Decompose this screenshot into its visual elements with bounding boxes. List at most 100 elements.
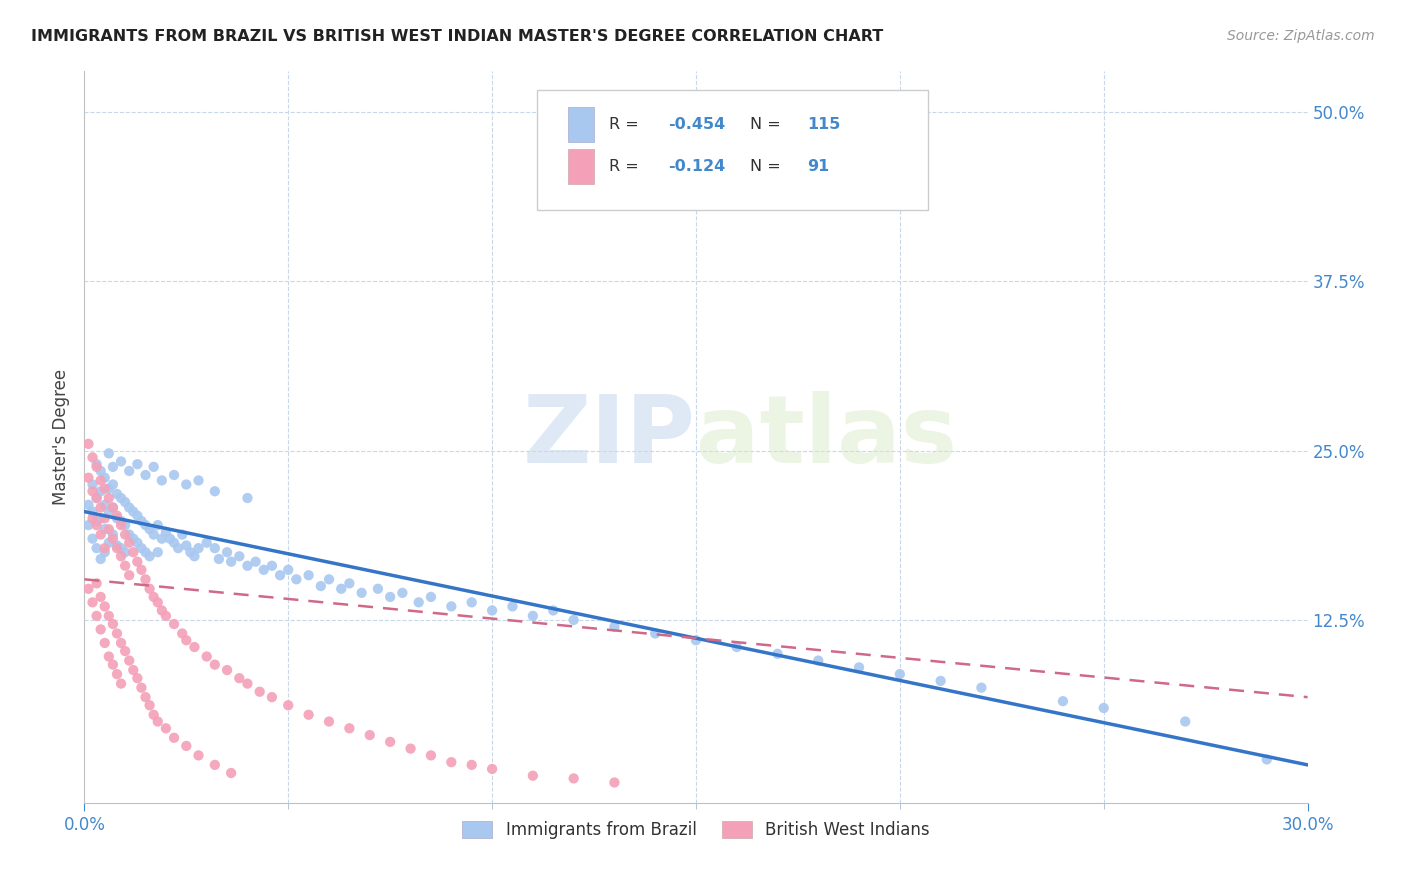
Point	[399, 741, 422, 756]
Point	[101, 657, 124, 672]
Point	[174, 477, 197, 491]
Point	[118, 500, 141, 515]
Point	[86, 518, 108, 533]
Point	[90, 511, 112, 525]
Text: 91: 91	[807, 159, 830, 174]
Point	[163, 535, 186, 549]
FancyBboxPatch shape	[537, 90, 928, 211]
Point	[502, 599, 524, 614]
Point	[260, 558, 283, 573]
Point	[167, 541, 190, 556]
Point	[603, 775, 626, 789]
Point	[309, 579, 332, 593]
Point	[155, 608, 177, 623]
Point	[110, 541, 132, 556]
Point	[105, 541, 128, 556]
Point	[766, 647, 789, 661]
Point	[105, 487, 128, 501]
Point	[150, 474, 173, 488]
Point	[105, 538, 128, 552]
Text: IMMIGRANTS FROM BRAZIL VS BRITISH WEST INDIAN MASTER'S DEGREE CORRELATION CHART: IMMIGRANTS FROM BRAZIL VS BRITISH WEST I…	[31, 29, 883, 44]
Point	[330, 582, 353, 596]
Point	[101, 500, 124, 515]
Point	[380, 735, 402, 749]
Point	[380, 590, 402, 604]
Point	[77, 498, 100, 512]
Point	[236, 491, 259, 505]
Point	[138, 522, 160, 536]
Point	[97, 505, 120, 519]
Point	[217, 545, 239, 559]
Text: Source: ZipAtlas.com: Source: ZipAtlas.com	[1227, 29, 1375, 43]
Point	[155, 524, 177, 539]
Point	[127, 535, 149, 549]
Point	[110, 454, 132, 468]
Point	[77, 437, 100, 451]
Point	[105, 626, 128, 640]
Text: N =: N =	[749, 159, 786, 174]
Point	[408, 595, 430, 609]
Point	[101, 527, 124, 541]
Point	[90, 464, 112, 478]
Point	[93, 471, 115, 485]
Point	[929, 673, 952, 688]
Point	[253, 563, 276, 577]
Point	[249, 684, 271, 698]
Point	[105, 667, 128, 681]
Point	[172, 527, 194, 541]
Point	[461, 757, 484, 772]
Point	[110, 636, 132, 650]
Point	[82, 532, 104, 546]
Text: 115: 115	[807, 117, 841, 132]
Point	[848, 660, 870, 674]
Point	[339, 721, 361, 735]
Point	[142, 527, 165, 541]
Point	[127, 555, 149, 569]
Point	[228, 549, 250, 564]
Point	[86, 608, 108, 623]
Text: R =: R =	[609, 117, 644, 132]
Point	[146, 595, 169, 609]
Point	[77, 582, 100, 596]
Legend: Immigrants from Brazil, British West Indians: Immigrants from Brazil, British West Ind…	[456, 814, 936, 846]
Point	[101, 532, 124, 546]
Point	[93, 482, 115, 496]
Point	[101, 459, 124, 474]
Point	[110, 491, 132, 505]
Point	[86, 457, 108, 471]
Point	[204, 484, 226, 499]
Point	[114, 644, 136, 658]
Point	[562, 613, 585, 627]
Point	[219, 555, 242, 569]
Point	[93, 545, 115, 559]
Point	[90, 474, 112, 488]
Point	[367, 582, 389, 596]
Point	[86, 514, 108, 528]
Point	[142, 590, 165, 604]
Point	[269, 568, 291, 582]
Point	[204, 757, 226, 772]
Point	[77, 518, 100, 533]
Y-axis label: Master's Degree: Master's Degree	[52, 369, 70, 505]
Point	[644, 626, 666, 640]
Point	[339, 576, 361, 591]
Point	[93, 522, 115, 536]
Point	[82, 450, 104, 465]
Point	[146, 714, 169, 729]
Point	[481, 603, 503, 617]
Point	[420, 748, 443, 763]
Point	[187, 541, 209, 556]
Point	[187, 748, 209, 763]
Point	[142, 459, 165, 474]
Point	[131, 681, 153, 695]
Point	[163, 617, 186, 632]
Point	[93, 636, 115, 650]
Point	[101, 617, 124, 632]
Point	[150, 532, 173, 546]
Point	[90, 527, 112, 541]
Point	[118, 527, 141, 541]
Point	[93, 541, 115, 556]
Point	[110, 514, 132, 528]
Point	[146, 545, 169, 559]
Point	[122, 532, 145, 546]
